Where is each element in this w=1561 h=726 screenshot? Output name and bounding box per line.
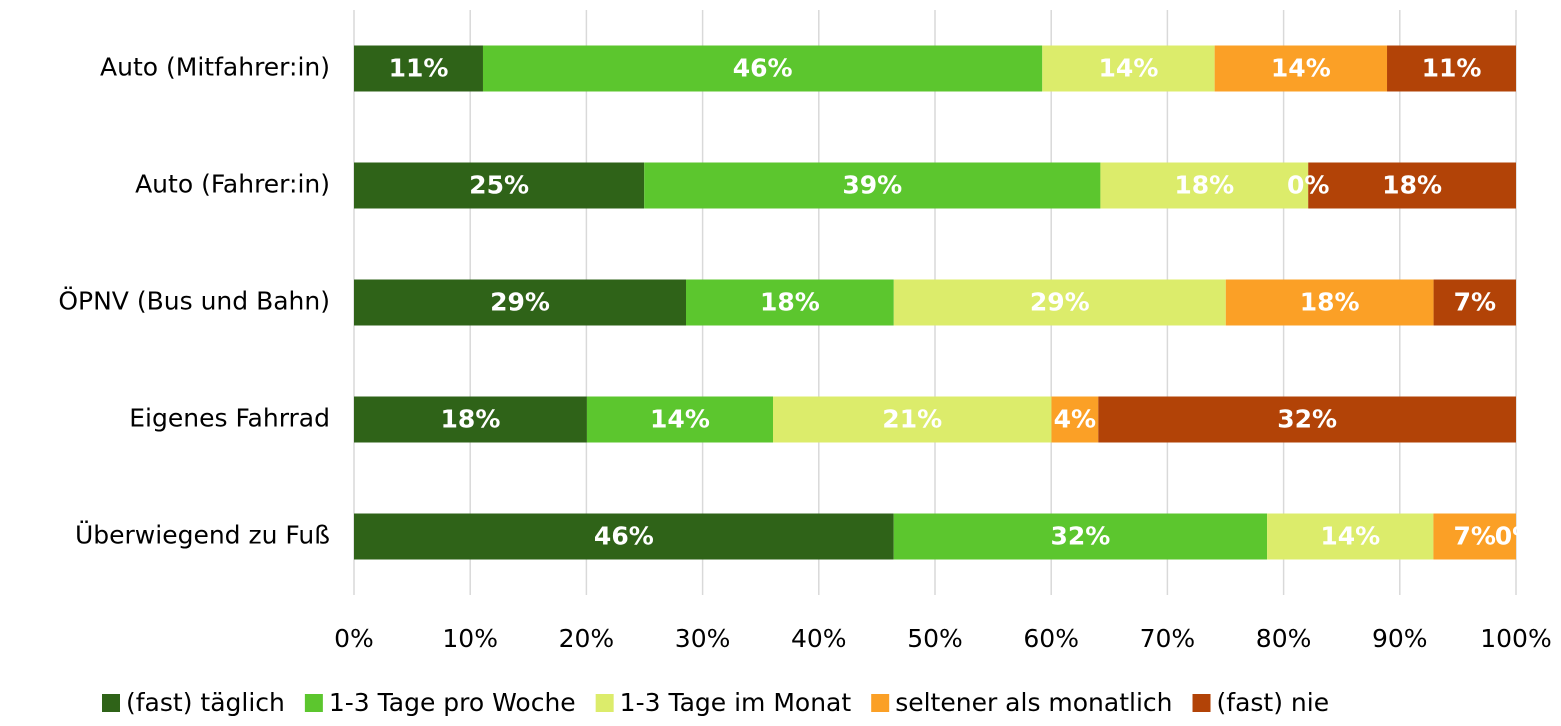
- x-tick-label: 100%: [1480, 624, 1551, 653]
- data-label: 14%: [1271, 54, 1331, 83]
- legend-swatch: [304, 694, 323, 712]
- data-label: 21%: [882, 405, 942, 434]
- data-label: 4%: [1054, 405, 1096, 434]
- data-label: 7%: [1453, 522, 1495, 551]
- data-label: 14%: [1099, 54, 1159, 83]
- bar-segment: [354, 396, 587, 443]
- data-label: 0%: [1287, 171, 1329, 200]
- data-label: 46%: [733, 54, 793, 83]
- bar-segment: [1042, 45, 1215, 92]
- legend-label: 1-3 Tage im Monat: [620, 688, 852, 717]
- x-tick-label: 30%: [675, 624, 731, 653]
- bar-segment: [354, 162, 645, 209]
- x-tick-label: 40%: [791, 624, 847, 653]
- bar-segment: [354, 279, 686, 326]
- legend-swatch: [102, 694, 120, 712]
- bars: [354, 45, 1516, 560]
- data-label: 0%: [1495, 522, 1537, 551]
- legend-swatch: [1192, 694, 1211, 712]
- x-tick-label: 50%: [907, 624, 963, 653]
- data-label: 14%: [1320, 522, 1380, 551]
- bar-segment: [1387, 45, 1516, 92]
- bar-segment: [482, 45, 1043, 92]
- legend-label: (fast) täglich: [126, 688, 285, 717]
- x-tick-label: 20%: [559, 624, 615, 653]
- x-tick-label: 80%: [1256, 624, 1312, 653]
- bar-segment: [686, 279, 894, 326]
- data-label: 29%: [1030, 288, 1090, 317]
- category-label: Überwiegend zu Fuß: [75, 521, 330, 550]
- data-label: 18%: [441, 405, 501, 434]
- data-label: 11%: [1422, 54, 1482, 83]
- data-label: 18%: [760, 288, 820, 317]
- data-label: 32%: [1050, 522, 1110, 551]
- bar-segment: [1100, 162, 1309, 209]
- bar-segment: [1267, 513, 1434, 560]
- data-label: 18%: [1382, 171, 1442, 200]
- x-tick-label: 0%: [334, 624, 374, 653]
- category-label: ÖPNV (Bus und Bahn): [58, 287, 330, 316]
- data-label: 25%: [469, 171, 529, 200]
- x-tick-label: 10%: [442, 624, 498, 653]
- legend-label: 1-3 Tage pro Woche: [329, 688, 576, 717]
- data-label: 14%: [650, 405, 710, 434]
- legend-label: seltener als monatlich: [895, 688, 1172, 717]
- data-label: 39%: [842, 171, 902, 200]
- data-label: 7%: [1454, 288, 1496, 317]
- legend-swatch: [595, 694, 614, 712]
- bar-segment: [354, 513, 894, 560]
- legend-label: (fast) nie: [1217, 688, 1330, 717]
- bar-segment: [1098, 396, 1516, 443]
- bar-segment: [354, 45, 483, 92]
- legend: (fast) täglich 1-3 Tage pro Woche 1-3 Tage…: [102, 688, 1329, 717]
- data-label: 11%: [389, 54, 449, 83]
- bar-segment: [586, 396, 773, 443]
- bar-segment: [893, 513, 1268, 560]
- data-label: 29%: [490, 288, 550, 317]
- bar-segment: [644, 162, 1101, 209]
- x-tick-label: 60%: [1023, 624, 1079, 653]
- bar-segment: [1433, 513, 1516, 560]
- bar-segment: [772, 396, 1052, 443]
- bar-segment: [893, 279, 1226, 326]
- category-label: Auto (Fahrer:in): [135, 170, 330, 199]
- data-label: 18%: [1300, 288, 1360, 317]
- bar-segment: [1051, 396, 1099, 443]
- category-label: Auto (Mitfahrer:in): [100, 53, 330, 82]
- category-label: Eigenes Fahrrad: [129, 404, 330, 433]
- bar-segment: [1225, 279, 1434, 326]
- data-label: 18%: [1174, 171, 1234, 200]
- bar-segment: [1214, 45, 1388, 92]
- x-tick-label: 70%: [1140, 624, 1196, 653]
- data-label: 32%: [1277, 405, 1337, 434]
- bar-segment: [1308, 162, 1516, 209]
- legend-swatch: [871, 694, 890, 712]
- x-tick-label: 90%: [1372, 624, 1428, 653]
- data-label: 46%: [594, 522, 654, 551]
- bar-segment: [1433, 279, 1516, 326]
- labels: 0% 10% 20% 30% 40% 50% 60% 70% 80% 90% 100% Auto (M…: [58, 53, 1551, 654]
